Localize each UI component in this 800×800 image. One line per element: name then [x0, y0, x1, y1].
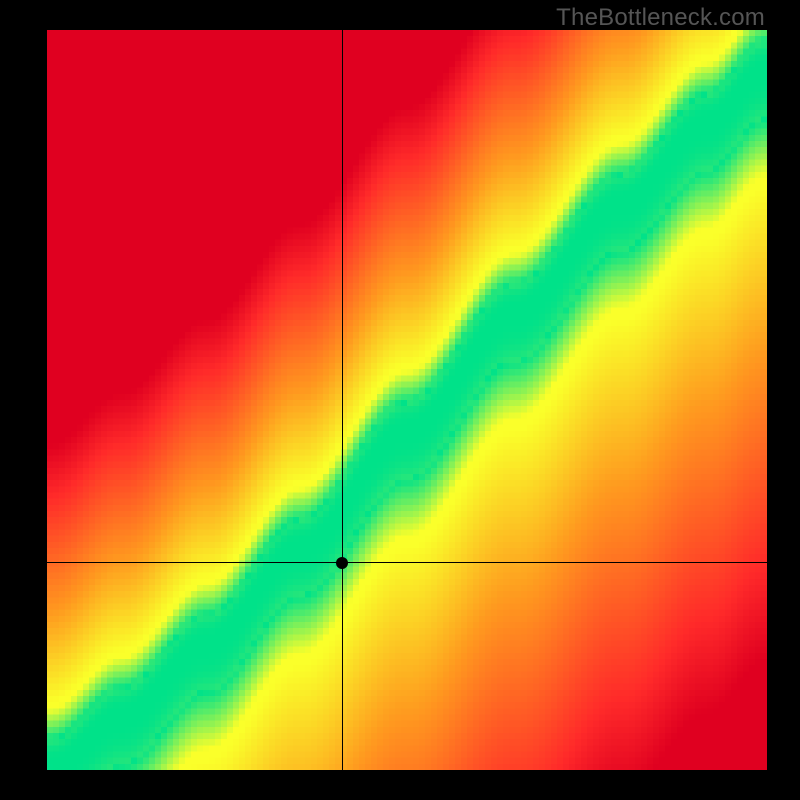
- crosshair-vertical: [342, 30, 343, 770]
- selection-marker: [336, 557, 348, 569]
- crosshair-horizontal: [47, 562, 767, 563]
- bottleneck-heatmap: [47, 30, 767, 770]
- watermark-text: TheBottleneck.com: [556, 4, 765, 32]
